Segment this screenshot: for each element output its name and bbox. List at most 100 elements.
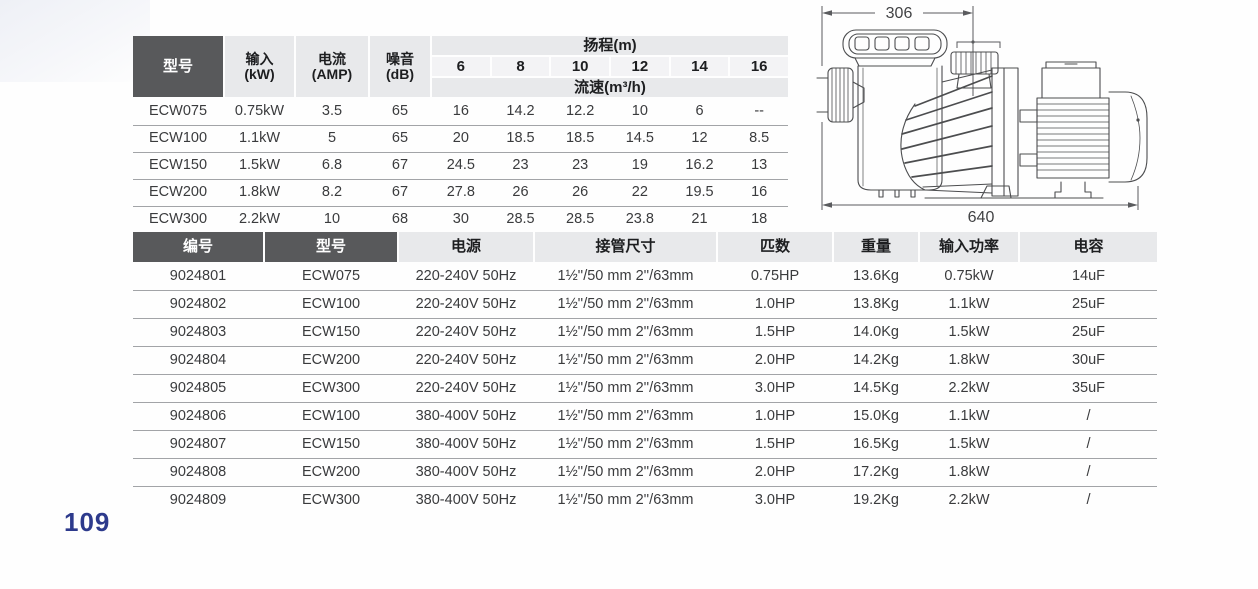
cell-flow-10: 23 (572, 157, 589, 174)
pump-technical-drawing: 306 640 (816, 5, 1148, 226)
order-col-weight: 重量 (834, 232, 918, 262)
cell-weight: 17.2Kg (853, 463, 899, 480)
cell-current: 3.5 (321, 103, 343, 120)
spec-head-value-14: 14 (670, 57, 729, 76)
cell-power: 220-240V 50Hz (415, 323, 517, 340)
cell-flow-8: 26 (512, 184, 529, 201)
cell-flow-12: 19 (631, 157, 648, 174)
spec-col-input-line1: 输入 (245, 50, 274, 67)
cell-weight: 13.8Kg (853, 295, 899, 312)
cell-hp: 1.0HP (754, 407, 796, 424)
table-row: 9024807 ECW150 380-400V 50Hz 1½''/50 mm … (133, 430, 1157, 458)
spec-col-current: 电流 (AMP) (296, 36, 368, 97)
cell-flow-16: -- (754, 103, 764, 120)
pump-body-outline (816, 29, 1148, 199)
cell-flow-12: 23.8 (625, 211, 654, 228)
cell-model: ECW300 (301, 491, 361, 508)
table-row: ECW100 1.1kW 5 65 20 18.5 18.5 14.5 12 8… (133, 125, 788, 152)
cell-current: 10 (323, 211, 341, 228)
cell-flow-12: 10 (631, 103, 648, 120)
volute (900, 69, 993, 194)
cell-flow-8: 23 (512, 157, 529, 174)
table-row: 9024803 ECW150 220-240V 50Hz 1½''/50 mm … (133, 318, 1157, 346)
order-col-pipe-size: 接管尺寸 (535, 232, 716, 262)
cell-code: 9024807 (169, 435, 227, 452)
strainer-lid (842, 29, 948, 67)
spec-table-header: 型号 输入 (kW) 电流 (AMP) 噪音 (dB) 扬程(m) 6 8 10… (133, 36, 788, 97)
cell-flow-10: 18.5 (566, 130, 595, 147)
cell-weight: 16.5Kg (853, 435, 899, 452)
cell-code: 9024806 (169, 407, 227, 424)
cell-input-power: 1.1kW (948, 295, 990, 312)
cell-code: 9024802 (169, 295, 227, 312)
table-row: ECW200 1.8kW 8.2 67 27.8 26 26 22 19.5 1… (133, 179, 788, 206)
dimension-length-label: 640 (968, 209, 995, 226)
cell-flow-10: 28.5 (566, 211, 595, 228)
cell-noise: 65 (391, 130, 409, 147)
cell-pipe: 1½''/50 mm 2''/63mm (557, 267, 694, 284)
table-row: 9024805 ECW300 220-240V 50Hz 1½''/50 mm … (133, 374, 1157, 402)
cell-weight: 14.2Kg (853, 351, 899, 368)
cell-current: 5 (327, 130, 337, 147)
cell-code: 9024808 (169, 463, 227, 480)
spec-col-input-line2: (kW) (244, 65, 275, 82)
cell-model: ECW150 (301, 435, 361, 452)
cell-weight: 15.0Kg (853, 407, 899, 424)
cell-input: 0.75kW (234, 103, 285, 120)
cell-input: 1.5kW (238, 157, 281, 174)
cell-power: 220-240V 50Hz (415, 379, 517, 396)
cell-power: 220-240V 50Hz (415, 267, 517, 284)
cell-flow-10: 26 (572, 184, 589, 201)
cell-hp: 2.0HP (754, 463, 796, 480)
cell-noise: 67 (391, 184, 409, 201)
spec-col-noise-line2: (dB) (386, 65, 414, 82)
cell-pipe: 1½''/50 mm 2''/63mm (557, 491, 694, 508)
cell-capacitor: / (1086, 435, 1091, 452)
cell-model: ECW075 (301, 267, 361, 284)
cell-flow-14: 6 (695, 103, 704, 120)
cell-capacitor: 35uF (1071, 379, 1106, 396)
spec-col-input: 输入 (kW) (225, 36, 294, 97)
cell-model: ECW075 (148, 103, 208, 120)
cell-hp: 1.0HP (754, 295, 796, 312)
cell-pipe: 1½''/50 mm 2''/63mm (557, 351, 694, 368)
cell-input-power: 1.8kW (948, 463, 990, 480)
dimension-length-lines (822, 186, 1139, 210)
spec-col-flow-label: 流速(m³/h) (432, 78, 788, 97)
cell-capacitor: / (1086, 463, 1091, 480)
cell-model: ECW100 (301, 407, 361, 424)
spec-head-value-10: 10 (551, 57, 609, 76)
cell-flow-8: 14.2 (506, 103, 535, 120)
cell-input-power: 1.5kW (948, 323, 990, 340)
cell-model: ECW200 (301, 351, 361, 368)
cell-hp: 2.0HP (754, 351, 796, 368)
cell-flow-14: 12 (691, 130, 708, 147)
spec-col-current-line1: 电流 (318, 50, 346, 67)
motor (1036, 97, 1110, 179)
cell-input: 2.2kW (238, 211, 281, 228)
cell-noise: 65 (391, 103, 409, 120)
motor-foot (1054, 181, 1092, 199)
cell-pipe: 1½''/50 mm 2''/63mm (557, 407, 694, 424)
cell-capacitor: 14uF (1071, 267, 1106, 284)
cell-model: ECW200 (148, 184, 208, 201)
cell-power: 380-400V 50Hz (415, 491, 517, 508)
cell-weight: 19.2Kg (853, 491, 899, 508)
cell-flow-10: 12.2 (566, 103, 595, 120)
cell-input-power: 2.2kW (948, 491, 990, 508)
cell-model: ECW300 (301, 379, 361, 396)
corner-gradient-decor (0, 0, 150, 82)
table-row: 9024806 ECW100 380-400V 50Hz 1½''/50 mm … (133, 402, 1157, 430)
cell-flow-8: 18.5 (506, 130, 535, 147)
cell-flow-14: 16.2 (685, 157, 714, 174)
cell-flow-6: 30 (452, 211, 469, 228)
cell-capacitor: / (1086, 407, 1091, 424)
cell-code: 9024801 (169, 267, 227, 284)
cell-pipe: 1½''/50 mm 2''/63mm (557, 435, 694, 452)
order-info-table: 编号 型号 电源 接管尺寸 匹数 重量 输入功率 电容 9024801 ECW0… (133, 232, 1157, 514)
table-row: 9024801 ECW075 220-240V 50Hz 1½''/50 mm … (133, 263, 1157, 290)
spec-col-noise-line1: 噪音 (386, 50, 414, 67)
table-row: 9024808 ECW200 380-400V 50Hz 1½''/50 mm … (133, 458, 1157, 486)
terminal-box (1041, 61, 1101, 99)
